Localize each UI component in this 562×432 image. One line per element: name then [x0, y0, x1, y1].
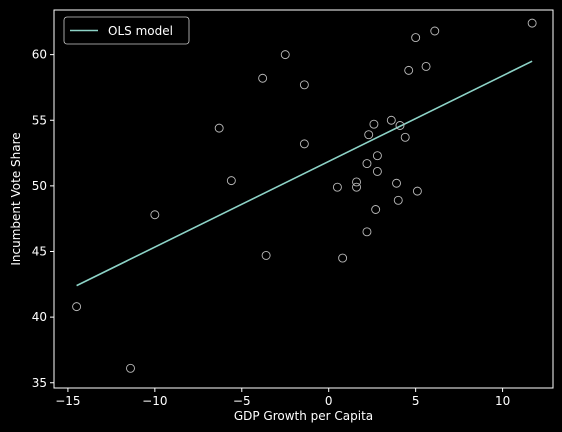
- y-tick-label: 40: [32, 310, 47, 324]
- scatter-point: [332, 182, 342, 192]
- y-axis-label: Incumbent Vote Share: [9, 132, 23, 265]
- scatter-point: [364, 130, 374, 140]
- scatter-point: [299, 80, 309, 90]
- scatter-point: [150, 210, 160, 220]
- scatter-point: [393, 195, 403, 205]
- x-tick-label: 5: [412, 394, 420, 408]
- scatter-point: [392, 178, 401, 188]
- scatter-point: [280, 50, 290, 60]
- x-axis-label: GDP Growth per Capita: [234, 409, 373, 423]
- x-tick-label: −10: [142, 394, 167, 408]
- x-tick-label: −15: [55, 394, 80, 408]
- plot-area: [54, 10, 553, 388]
- scatter-point: [372, 166, 382, 176]
- scatter-point: [372, 151, 382, 161]
- x-tick-label: 0: [325, 394, 333, 408]
- scatter-point: [352, 177, 361, 187]
- scatter-point: [362, 227, 372, 237]
- scatter-point: [371, 205, 381, 214]
- scatter-point: [395, 121, 405, 130]
- legend-box: [63, 16, 190, 45]
- axes: −15 −10 −5 0 5 10 35 40 45 50 55 60: [32, 48, 511, 408]
- scatter-point: [352, 182, 361, 192]
- scatter-point: [369, 119, 379, 129]
- scatter-point: [412, 186, 422, 196]
- data-marks: [72, 18, 537, 373]
- plot-frame: [53, 9, 554, 389]
- scatter-point: [338, 253, 348, 263]
- ols-model-line: [76, 60, 533, 287]
- y-tick-label: 60: [32, 48, 47, 62]
- scatter-point: [226, 176, 236, 186]
- x-tick-label: −5: [233, 394, 251, 408]
- scatter-point: [214, 123, 224, 133]
- scatter-point: [430, 26, 440, 36]
- scatter-point: [527, 18, 537, 28]
- y-tick-label: 50: [32, 179, 47, 193]
- x-tick-label: 10: [495, 394, 510, 408]
- scatter-point: [404, 65, 414, 75]
- legend: OLS model: [63, 16, 190, 45]
- scatter-point: [421, 61, 431, 71]
- scatter-point: [261, 250, 271, 260]
- y-tick-label: 35: [32, 376, 47, 390]
- y-tick-label: 45: [32, 245, 47, 259]
- y-tick-label: 55: [32, 113, 47, 127]
- scatter-point: [362, 159, 372, 169]
- legend-label: OLS model: [108, 24, 173, 38]
- scatter-point: [299, 139, 309, 149]
- scatter-point: [126, 363, 135, 373]
- scatter-point: [400, 132, 410, 142]
- scatter-point: [72, 302, 82, 312]
- scatter-point: [258, 73, 268, 83]
- scatter-point: [386, 115, 396, 125]
- scatter-point: [411, 33, 421, 43]
